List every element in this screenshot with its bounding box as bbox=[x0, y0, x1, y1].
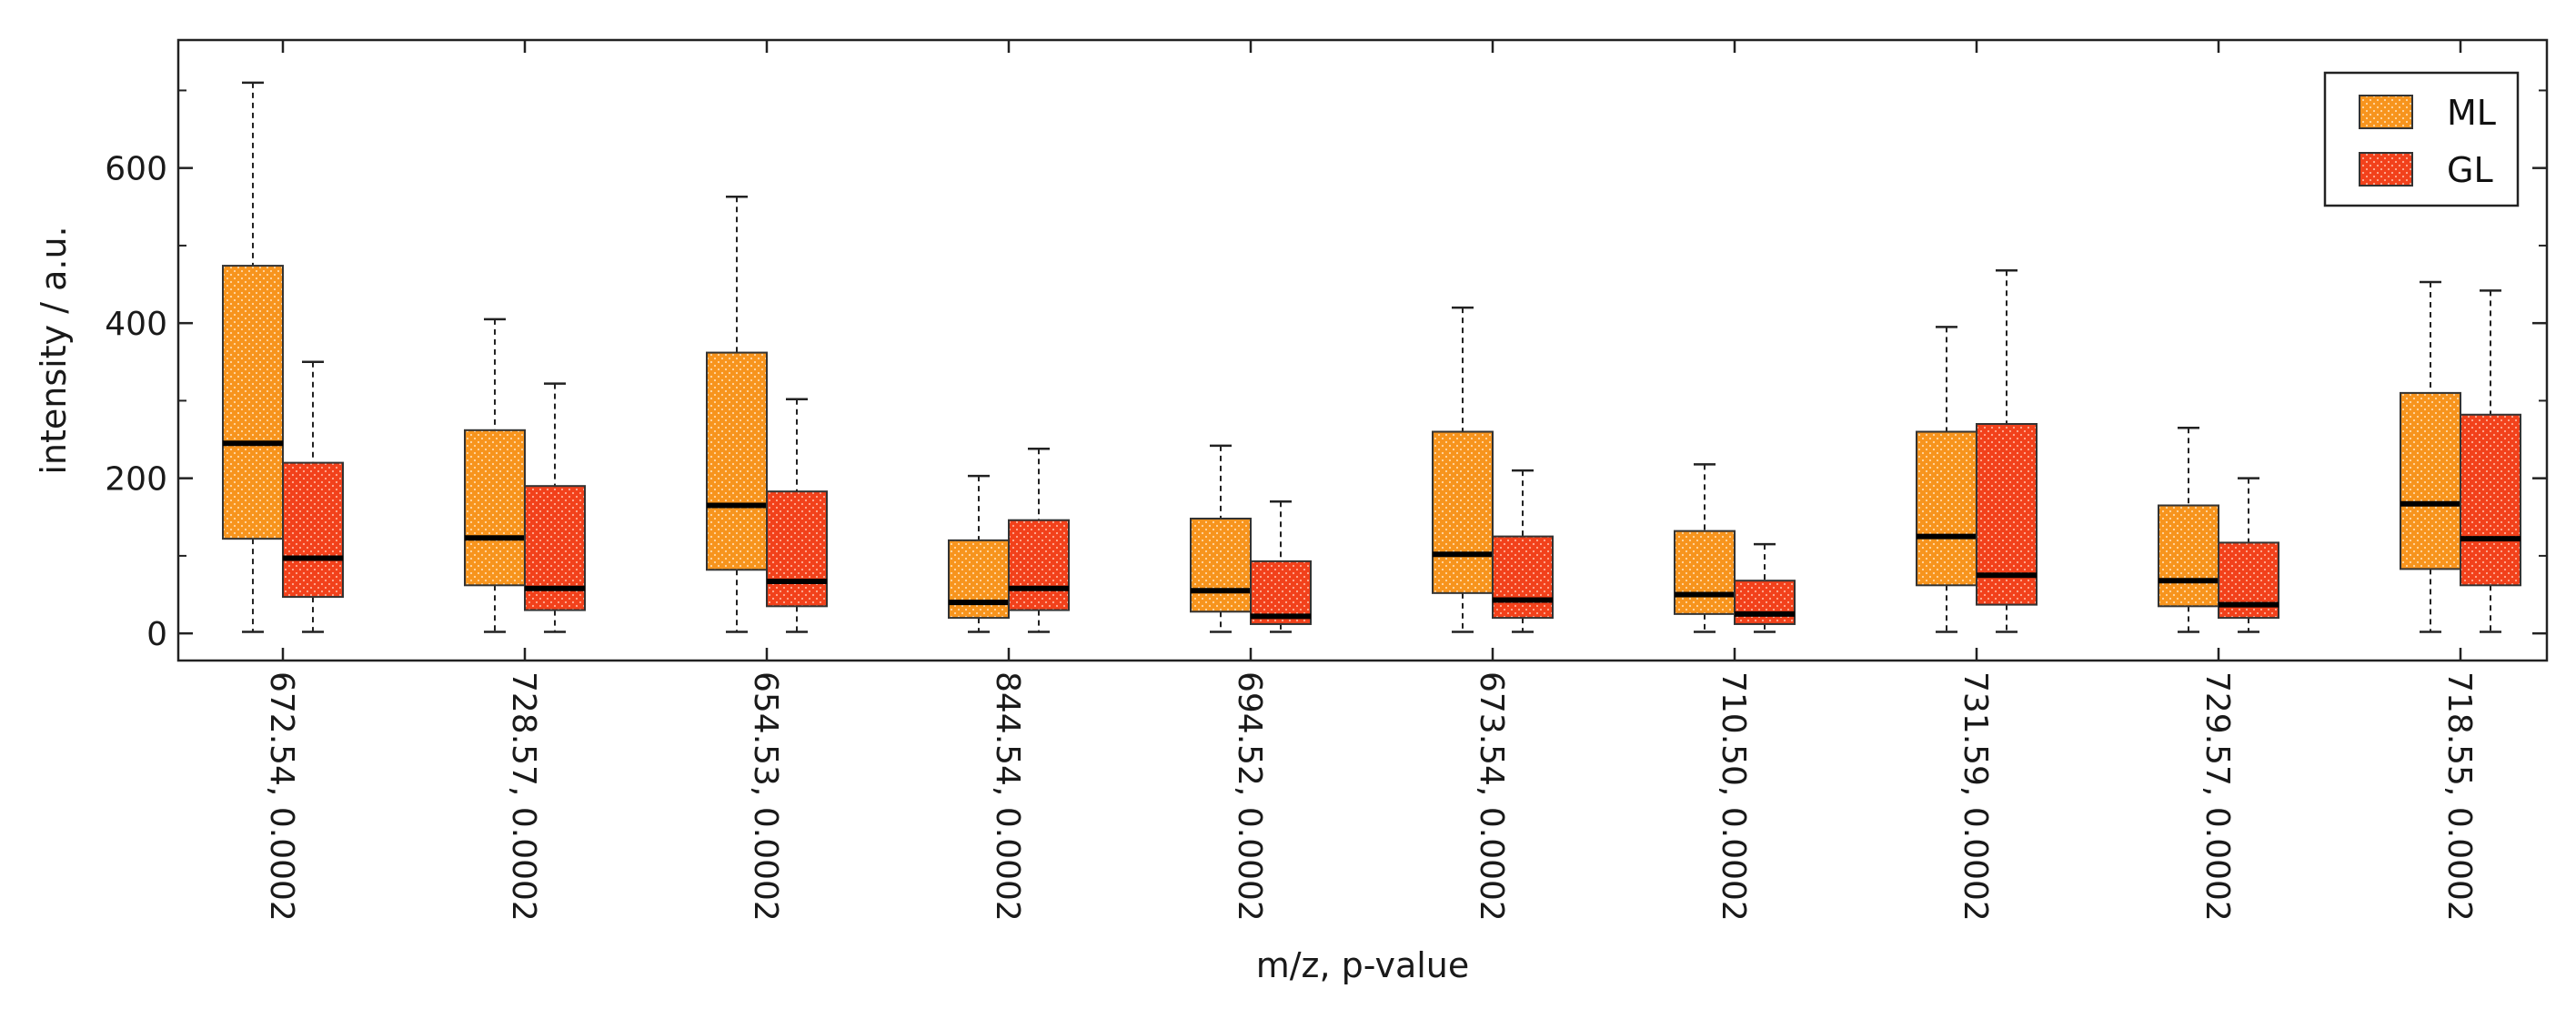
legend-swatch-gl bbox=[2359, 152, 2413, 187]
box-gl bbox=[524, 382, 586, 633]
box-gl bbox=[2460, 289, 2521, 633]
x-tick-label: 710.50, 0.0002 bbox=[1715, 671, 1752, 922]
x-tick-label: 844.54, 0.0002 bbox=[989, 671, 1026, 922]
box-ml bbox=[2158, 427, 2219, 633]
iqr-box bbox=[282, 461, 344, 599]
box-ml bbox=[1432, 306, 1494, 633]
x-tick-label: 728.57, 0.0002 bbox=[505, 671, 542, 922]
iqr-box bbox=[1432, 430, 1494, 594]
box-gl bbox=[1250, 499, 1312, 633]
box-ml bbox=[1674, 463, 1736, 633]
x-axis-title: m/z, p-value bbox=[1256, 945, 1470, 985]
box-ml bbox=[1916, 326, 1977, 633]
iqr-box bbox=[1674, 530, 1736, 615]
box-gl bbox=[282, 360, 344, 633]
iqr-box bbox=[1734, 580, 1796, 625]
x-tick-label: 672.54, 0.0002 bbox=[263, 671, 300, 922]
iqr-box bbox=[706, 351, 768, 571]
y-tick-label: 0 bbox=[146, 616, 167, 653]
box-gl bbox=[766, 398, 828, 633]
box-ml bbox=[464, 318, 526, 633]
iqr-box bbox=[766, 490, 828, 608]
y-axis-title: intensity / a.u. bbox=[34, 226, 74, 474]
x-tick-label: 718.55, 0.0002 bbox=[2440, 671, 2478, 922]
iqr-box bbox=[222, 265, 284, 540]
legend-label-gl: GL bbox=[2447, 150, 2493, 190]
iqr-box bbox=[524, 485, 586, 611]
x-tick-label: 654.53, 0.0002 bbox=[747, 671, 784, 922]
box-ml bbox=[222, 81, 284, 633]
legend-frame bbox=[2323, 71, 2520, 207]
x-tick-label: 729.57, 0.0002 bbox=[2199, 671, 2236, 922]
box-ml bbox=[2400, 280, 2461, 633]
legend-label-ml: ML bbox=[2447, 93, 2496, 133]
box-ml bbox=[1190, 444, 1252, 633]
iqr-box bbox=[2158, 504, 2219, 608]
legend: ML GL bbox=[2323, 71, 2520, 207]
x-tick-label: 731.59, 0.0002 bbox=[1957, 671, 1994, 922]
box-gl bbox=[1734, 542, 1796, 633]
box-layer bbox=[222, 81, 2521, 633]
y-tick-label: 400 bbox=[105, 306, 167, 343]
box-gl bbox=[1976, 268, 2038, 633]
box-ml bbox=[706, 195, 768, 633]
box-gl bbox=[1008, 448, 1070, 633]
iqr-box bbox=[2460, 413, 2521, 587]
y-tick-label: 600 bbox=[105, 151, 167, 188]
x-tick-label: 673.54, 0.0002 bbox=[1473, 671, 1510, 922]
iqr-box bbox=[1916, 430, 1977, 587]
y-axis: 0 200 400 600 bbox=[105, 89, 2547, 653]
iqr-box bbox=[2400, 391, 2461, 570]
box-ml bbox=[948, 474, 1010, 633]
x-tick-label: 694.52, 0.0002 bbox=[1231, 671, 1268, 922]
box-gl bbox=[2218, 477, 2279, 633]
iqr-box bbox=[948, 539, 1010, 620]
iqr-box bbox=[1008, 519, 1070, 611]
y-tick-label: 200 bbox=[105, 461, 167, 499]
x-axis: 672.54, 0.0002 728.57, 0.0002 654.53, 0.00… bbox=[263, 40, 2478, 922]
iqr-box bbox=[1492, 535, 1554, 620]
iqr-box bbox=[464, 429, 526, 587]
box-gl bbox=[1492, 469, 1554, 633]
iqr-box bbox=[1190, 517, 1252, 613]
legend-swatch-ml bbox=[2359, 95, 2413, 129]
